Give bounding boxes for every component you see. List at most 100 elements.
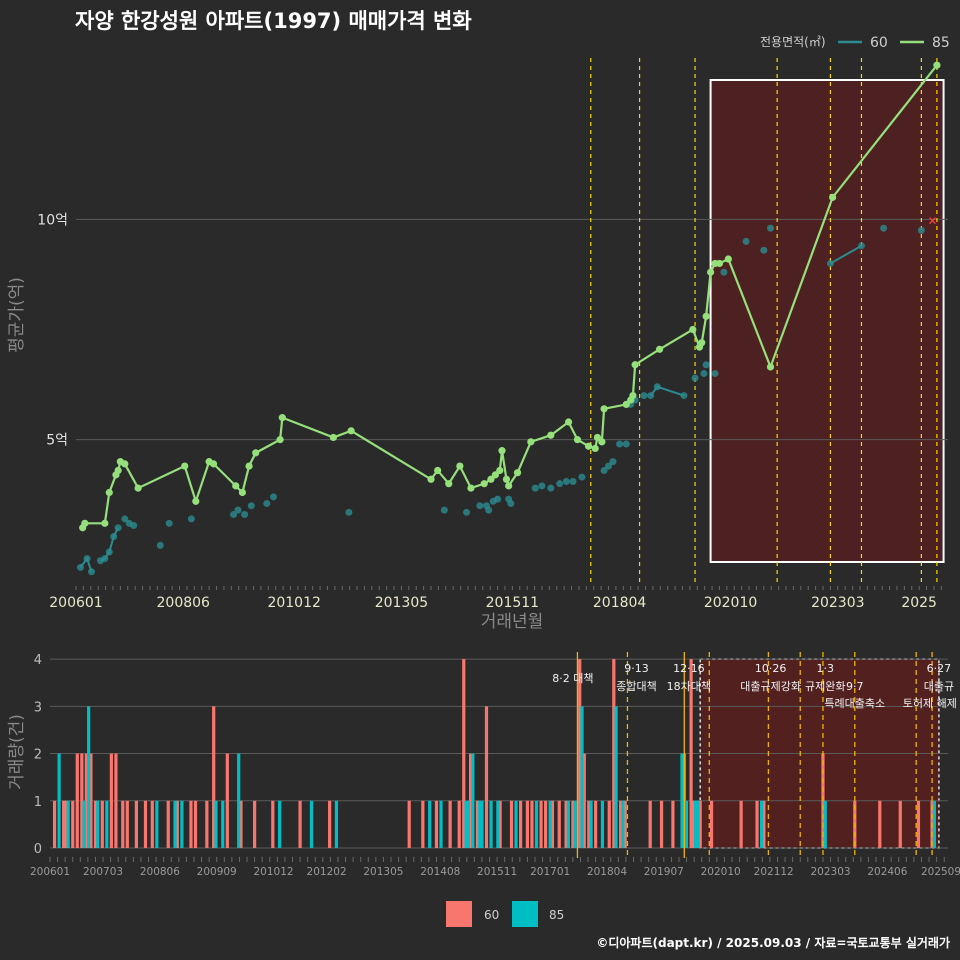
policy-annotation-date: 10·26: [755, 662, 787, 675]
bar-60: [594, 800, 598, 848]
series-85-point: [593, 433, 602, 442]
bottom-x-tick-label: 201012: [254, 866, 294, 878]
series-85-point: [491, 471, 499, 479]
bottom-y-tick-label: 0: [34, 842, 42, 857]
series-85-point: [598, 438, 606, 446]
series-60-point: [241, 511, 249, 519]
series-85-point: [434, 466, 442, 475]
policy-annotation-label: 특례대출축소: [824, 697, 885, 710]
series-85-point: [121, 460, 129, 468]
policy-annotation-label: 규제완화: [805, 680, 845, 693]
bar-60: [659, 800, 664, 848]
bar-60: [448, 800, 452, 848]
series-60-point: [247, 502, 255, 510]
bar-60: [691, 800, 695, 848]
bottom-y-tick-label: 4: [34, 653, 42, 668]
bar-85: [621, 800, 625, 848]
series-85-point: [502, 475, 511, 483]
bottom-x-tick-label: 200909: [197, 866, 237, 878]
bottom-x-tick-label: 202406: [867, 866, 907, 878]
bar-60: [407, 800, 411, 848]
policy-annotation-date: 6·27: [927, 662, 952, 675]
bar-85: [573, 800, 577, 848]
series-85-point: [702, 312, 710, 320]
bar-60: [916, 800, 921, 848]
series-60-point: [766, 224, 774, 232]
bar-85: [57, 753, 61, 848]
bar-60: [509, 800, 514, 848]
bar-85: [173, 800, 177, 848]
bar-85: [680, 753, 684, 848]
bar-85: [464, 800, 468, 848]
bar-60: [587, 800, 591, 848]
bar-60: [755, 800, 759, 848]
series-85-point: [445, 480, 453, 488]
bottom-x-tick-label: 202112: [754, 866, 794, 878]
bar-85: [496, 800, 500, 848]
bar-60: [544, 800, 548, 848]
series-60-point: [88, 568, 96, 576]
bottom-x-tick-label: 202509: [921, 866, 960, 878]
bar-85: [237, 753, 241, 848]
series-60-point: [760, 246, 768, 254]
bar-60: [689, 659, 693, 848]
bar-85: [589, 800, 593, 848]
series-60-point: [440, 506, 448, 514]
series-60-point: [609, 458, 617, 466]
bar-60: [582, 753, 586, 848]
series-85-point: [600, 405, 608, 413]
bar-60: [671, 800, 675, 848]
bar-85: [439, 800, 443, 848]
series-85-point: [724, 255, 732, 263]
bottom-legend-label-60: 60: [484, 908, 499, 922]
x-tick-label: 201511: [486, 595, 539, 611]
series-85-point: [655, 345, 664, 353]
bar-60: [762, 800, 766, 848]
bar-60: [52, 800, 57, 848]
policy-annotation-date: 1·3: [816, 662, 834, 675]
bar-85: [696, 800, 700, 848]
series-60-point: [691, 374, 699, 382]
legend-label-85: 85: [932, 35, 950, 51]
x-tick-label: 201012: [267, 595, 320, 611]
bar-60: [571, 800, 575, 848]
series-85-point: [564, 418, 573, 426]
series-60-point: [653, 383, 661, 391]
series-60-point: [230, 511, 238, 519]
bottom-x-tick-label: 201408: [420, 866, 460, 878]
bar-60: [557, 800, 561, 848]
bar-85: [180, 800, 184, 848]
bottom-y-axis-title: 거래량(건): [7, 714, 27, 790]
series-85-point: [134, 484, 142, 492]
bottom-y-tick-label: 3: [34, 700, 42, 715]
series-85-point: [527, 438, 535, 446]
bar-60: [578, 659, 582, 848]
bar-85: [823, 800, 827, 848]
bottom-x-tick-label: 201202: [307, 866, 347, 878]
series-85-point: [456, 462, 464, 470]
series-60-line: [829, 244, 862, 265]
series-60-point: [234, 506, 242, 514]
bar-60: [878, 800, 882, 848]
series-60-point: [156, 541, 164, 549]
bottom-x-tick-label: 200601: [30, 866, 70, 878]
policy-annotation-date: 12·16: [673, 662, 705, 675]
x-tick-label: 200601: [49, 595, 102, 611]
bar-60: [530, 800, 534, 848]
series-85-point: [829, 193, 837, 201]
volume-bar-panel: 0 1 2 3 4 8·2 대책 9·13 종합대책 12·16 18차대책 10·26 대출규제강화…: [30, 652, 960, 878]
series-60-point: [114, 524, 122, 532]
policy-annotation-label: 대출규: [924, 680, 954, 693]
bar-85: [428, 800, 432, 848]
series-60-point: [105, 548, 113, 556]
bar-85: [105, 800, 109, 848]
series-60-point: [187, 515, 195, 523]
bar-60: [564, 800, 568, 848]
bar-85: [309, 800, 314, 848]
bar-60: [612, 659, 616, 848]
bar-85: [221, 800, 225, 848]
bar-60: [525, 800, 530, 848]
series-60-point: [880, 224, 888, 232]
series-60-point: [110, 533, 118, 541]
series-85-point: [347, 427, 355, 435]
